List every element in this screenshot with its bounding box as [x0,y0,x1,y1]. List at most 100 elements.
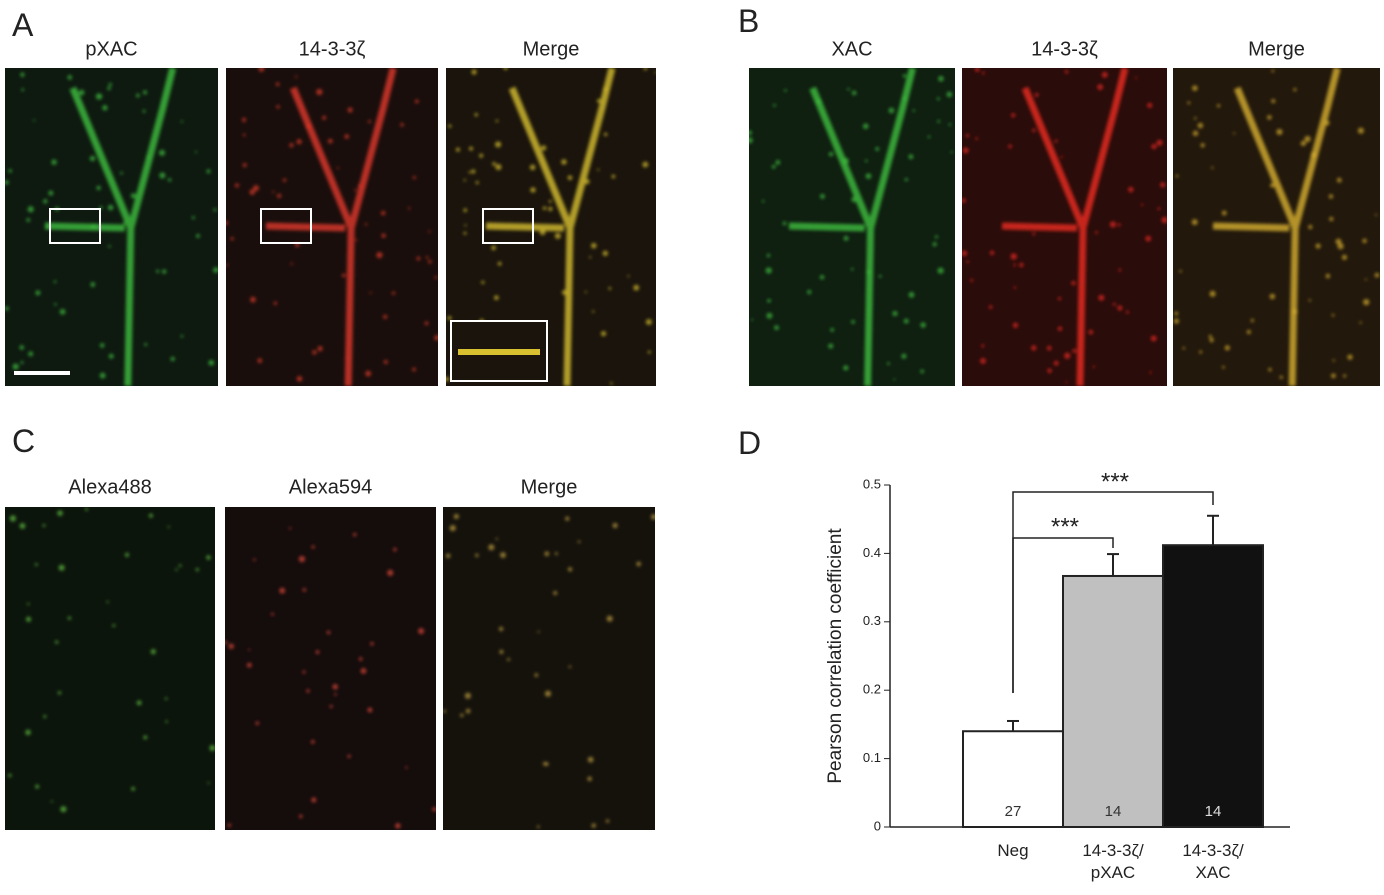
puncta [548,199,552,203]
puncta [446,376,450,382]
puncta [5,180,9,185]
puncta [89,155,96,162]
puncta [784,89,787,92]
puncta [468,171,471,174]
puncta [53,280,57,284]
puncta [903,96,907,101]
puncta [1012,322,1019,328]
puncta [1192,85,1198,91]
puncta [445,553,451,559]
micrograph [443,507,655,830]
puncta [989,250,995,256]
puncta [1271,69,1275,73]
puncta [180,334,184,338]
puncta [107,204,114,211]
puncta [387,569,394,576]
puncta [412,367,416,372]
puncta [1197,122,1204,129]
puncta [241,117,247,122]
puncta [908,154,914,160]
puncta [1267,115,1272,120]
puncta [60,806,67,813]
puncta [1357,127,1364,134]
puncta [893,378,896,381]
puncta [194,151,197,154]
puncta [577,540,581,543]
signal [962,68,1167,386]
puncta [932,242,937,247]
puncta [180,120,183,123]
puncta [1054,139,1058,143]
puncta [306,124,311,129]
puncta [887,362,890,365]
micrograph [749,68,955,386]
puncta [596,98,601,103]
puncta [370,641,374,646]
puncta [1161,216,1167,224]
puncta [975,137,978,140]
puncta [970,278,974,282]
puncta [448,124,452,128]
puncta [90,223,97,229]
puncta [499,649,504,655]
puncta [341,273,346,278]
inset-box [260,208,312,244]
puncta [1209,337,1214,343]
puncta [316,88,323,96]
puncta [432,807,436,812]
puncta [242,163,247,168]
puncta [851,319,855,324]
panel-label: A [12,7,34,43]
puncta [273,301,278,305]
puncta [191,216,195,220]
image-title: Merge [523,38,580,60]
puncta [54,302,57,306]
puncta [19,523,26,529]
micrograph [962,68,1167,386]
puncta [962,198,966,203]
puncta [962,250,968,257]
puncta [643,68,648,71]
puncta [542,206,547,211]
puncta [161,269,167,274]
puncta [820,193,825,199]
puncta [587,776,592,782]
puncta [326,630,331,635]
puncta [250,296,256,303]
puncta [322,115,327,120]
puncta [336,167,339,170]
puncta [1209,290,1216,297]
puncta [1174,311,1179,316]
puncta [35,784,40,789]
puncta [347,107,353,113]
puncta [8,773,12,778]
puncta [1135,76,1138,79]
puncta [78,89,85,96]
puncta [1269,293,1276,300]
y-tick-label: 0 [874,818,881,833]
y-tick-label: 0.2 [863,682,881,697]
puncta [988,305,993,309]
puncta [584,291,587,294]
puncta [158,149,166,156]
puncta [927,135,931,139]
puncta [902,74,907,78]
puncta [20,361,24,365]
puncta [843,235,849,241]
puncta [1013,263,1016,267]
puncta [9,515,17,522]
puncta [1375,213,1378,216]
puncta [449,524,456,532]
puncta [164,697,168,700]
significance-bracket [1012,491,1214,693]
puncta [428,230,431,233]
puncta [903,318,909,324]
puncta [1246,329,1251,335]
image-title: Merge [1248,38,1305,60]
puncta [447,316,452,320]
puncta [1325,273,1331,279]
puncta [226,220,229,225]
puncta [1057,326,1063,331]
puncta [828,151,834,157]
puncta [414,99,419,104]
